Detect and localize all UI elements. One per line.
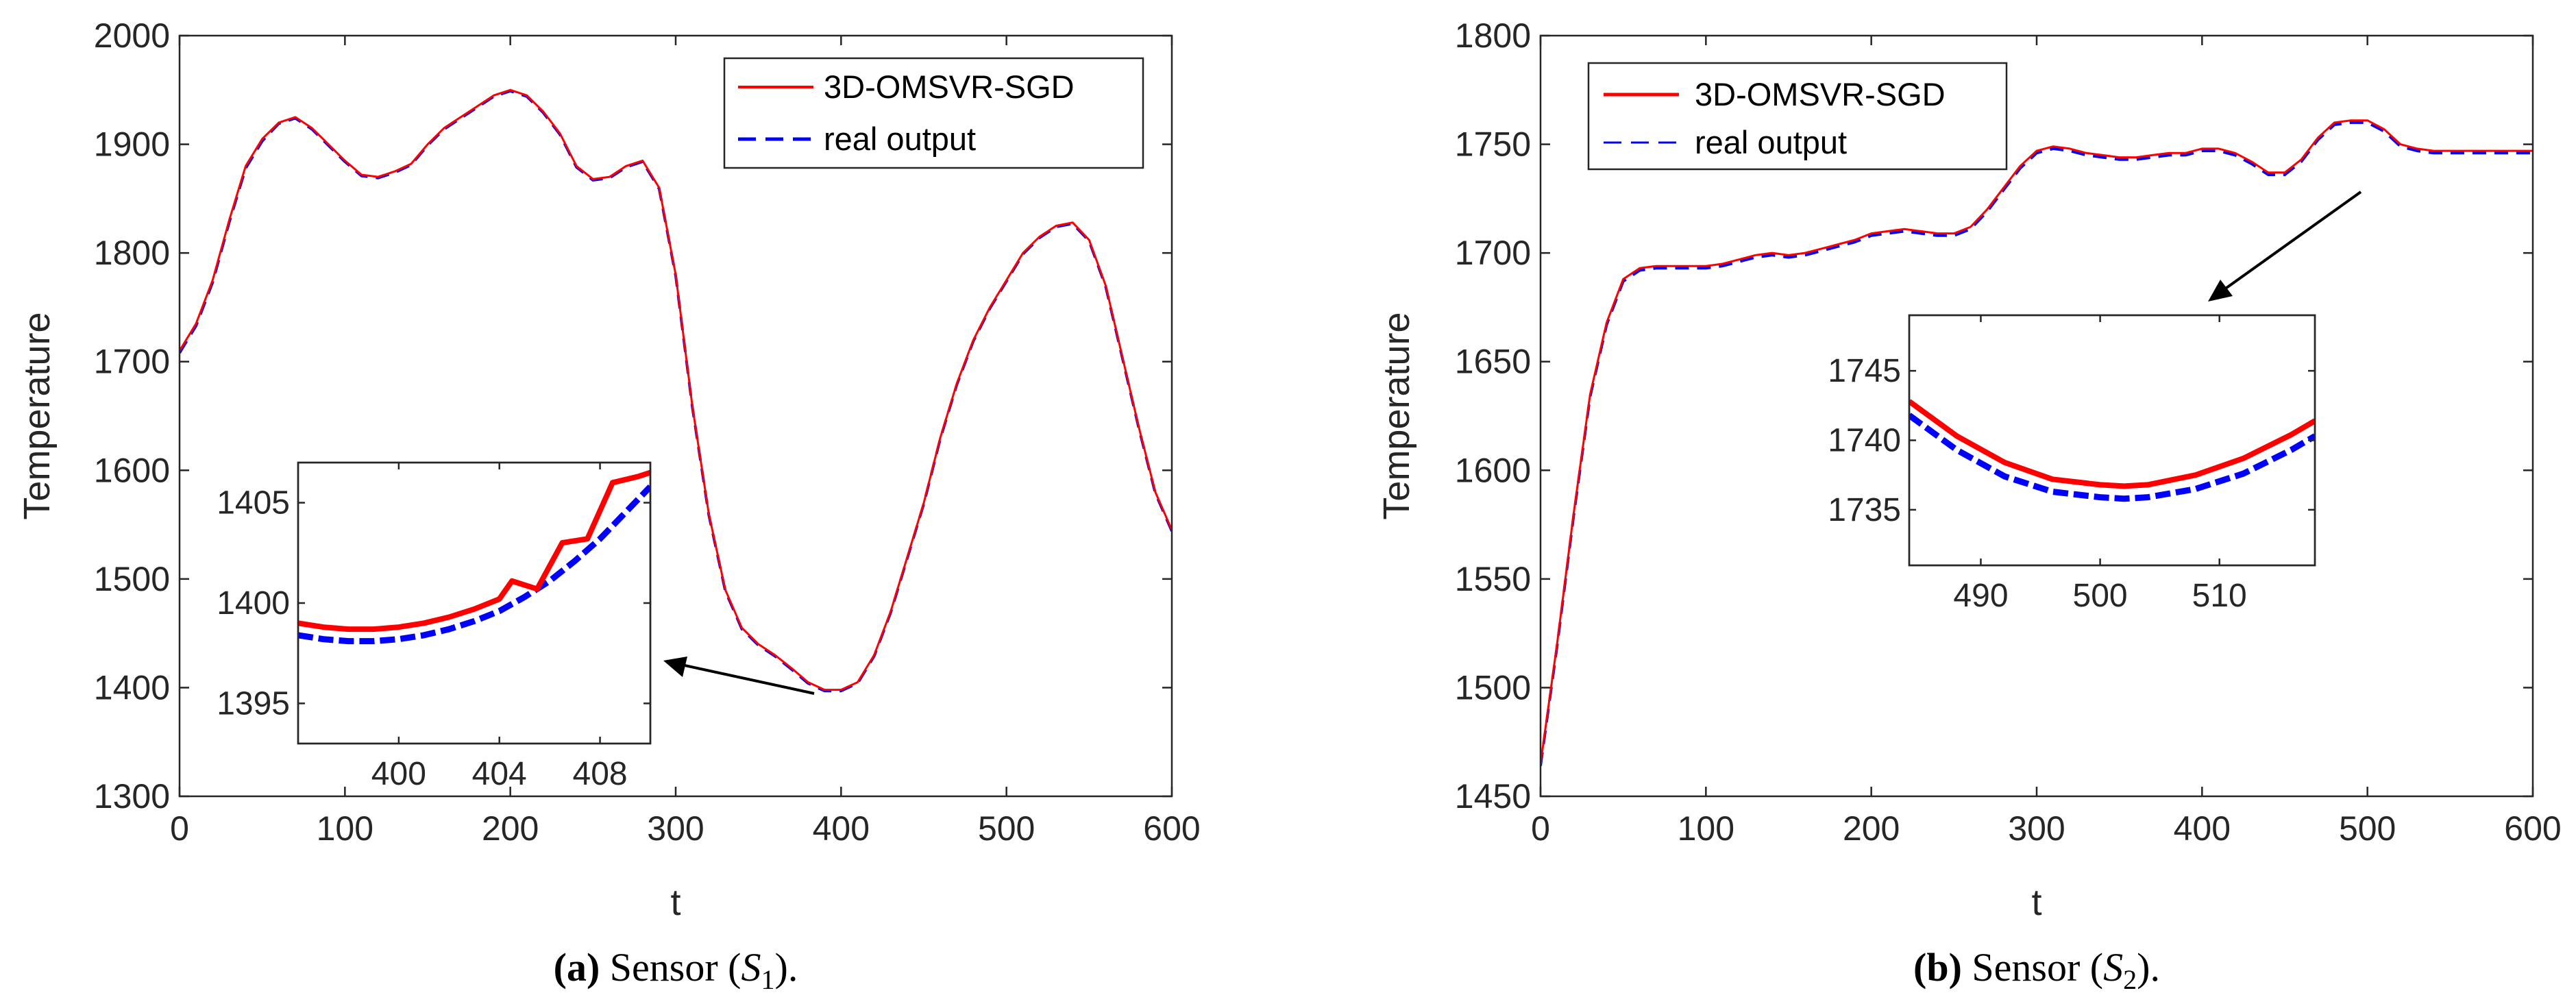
- panel-a-legend-label-real: real output: [824, 121, 976, 157]
- panel-b-ytick-label: 1500: [1455, 668, 1531, 707]
- panel-a-caption-letter: (a): [554, 945, 600, 990]
- panel-a-xtick-label: 600: [1143, 809, 1200, 848]
- panel-a-legend-box: [723, 57, 1144, 169]
- panel-b-inset-plot: [1909, 399, 2315, 502]
- panel-b-xtick-label: 400: [2174, 809, 2231, 848]
- panel-a-ticks: 0 100 200 300 400 500 600 1300 1400 1500 1600 1700 1…: [94, 16, 1201, 848]
- panel-b-inset-xtick-label: 500: [2073, 578, 2128, 614]
- panel-a-caption-symbol: S: [741, 945, 761, 990]
- panel-b-inset-xtick-label: 490: [1953, 578, 2008, 614]
- panel-b-caption-text: Sensor (: [1962, 945, 2103, 990]
- panel-a-ylabel: Temperature: [16, 312, 58, 519]
- panel-a-ytick-label: 1800: [94, 234, 170, 272]
- panel-a: 0 100 200 300 400 500 600130014001500160017001…: [16, 16, 1201, 995]
- panel-b-arrow-head: [2208, 280, 2233, 302]
- panel-a-caption-subscript: 1: [761, 964, 775, 995]
- panel-a-legend-label-model: 3D-OMSVR-SGD: [824, 69, 1075, 105]
- panel-a-caption: (a) Sensor (S1).: [554, 945, 798, 995]
- panel-b-xtick-label: 0: [1531, 809, 1550, 848]
- panel-b-series-model: [1541, 119, 2533, 764]
- panel-a-ytick-label: 1600: [94, 451, 170, 489]
- panel-b-xtick-label: 200: [1843, 809, 1900, 848]
- panel-b-inset-ytick-label: 1745: [1828, 353, 1901, 389]
- panel-b-caption-end: ).: [2137, 945, 2160, 990]
- panel-b-arrow-shaft: [2220, 191, 2362, 293]
- panel-b: 0 100 200 300 400 500 600 1450 1500 1550 1600 1650 1…: [1376, 16, 2562, 995]
- panel-b-inset-ytick-label: 1735: [1828, 492, 1901, 528]
- panel-a-inset-series-model: [298, 469, 650, 633]
- panel-b-ytick-label: 1650: [1455, 343, 1531, 381]
- panel-b-inset-series-model: [1909, 399, 2315, 489]
- panel-a-main-plot: [180, 88, 1172, 693]
- panel-b-main-plot: [1541, 119, 2533, 766]
- panel-a-inset-xtick-label: 404: [472, 756, 527, 792]
- panel-b-ticks: 0 100 200 300 400 500 600 1450 1500 1550 1600 1650 1…: [1455, 16, 2562, 848]
- panel-a-xtick-label: 200: [482, 809, 539, 848]
- panel-a-inset-ytick-label: 1400: [217, 585, 290, 622]
- panel-a-ytick-label: 1400: [94, 668, 170, 707]
- panel-a-ytick-label: 1500: [94, 560, 170, 598]
- panel-b-caption-letter: (b): [1913, 945, 1962, 990]
- panel-a-inset-xtick-label: 408: [573, 756, 628, 792]
- panel-a-inset-ytick-label: 1405: [217, 485, 290, 522]
- panel-b-series-real-output: [1541, 121, 2533, 766]
- panel-a-xtick-label: 0: [170, 809, 189, 848]
- panel-a-inset-ticks: 400 404 408 1395 1400 1405: [217, 463, 650, 792]
- panel-b-ytick-label: 1800: [1455, 16, 1531, 55]
- panel-b-caption-symbol: S: [2103, 945, 2123, 990]
- panel-a-xtick-label: 500: [978, 809, 1035, 848]
- panel-a-ytick-label: 1300: [94, 777, 170, 815]
- panel-b-xlabel: t: [2031, 882, 2041, 923]
- panel-a-arrow-head: [663, 657, 687, 677]
- panel-a-inset-ytick-label: 1395: [217, 685, 290, 722]
- panel-a-caption-end: ).: [775, 945, 798, 990]
- panel-b-inset-xtick-label: 510: [2192, 578, 2247, 614]
- panel-a-inset-series-real-output: [298, 484, 650, 645]
- panel-b-caption-subscript: 2: [2123, 964, 2137, 995]
- panel-a-xtick-label: 100: [317, 809, 373, 848]
- panel-a-xlabel: t: [670, 882, 680, 923]
- panel-b-inset-ytick-label: 1740: [1828, 423, 1901, 459]
- panel-b-xtick-label: 600: [2504, 809, 2561, 848]
- panel-b-legend-label-real: real output: [1695, 124, 1847, 160]
- panel-a-xtick-label: 300: [647, 809, 704, 848]
- panel-a-ytick-label: 1700: [94, 343, 170, 381]
- panel-b-inset-box: [1908, 314, 2316, 567]
- panel-a-xtick-label: 400: [813, 809, 870, 848]
- panel-a-inset-plot: [298, 469, 650, 645]
- panel-b-ytick-label: 1450: [1455, 777, 1531, 815]
- panel-a-inset-box: [297, 461, 652, 745]
- panel-a-arrow-shaft: [678, 663, 815, 695]
- panel-b-legend-box: [1587, 62, 2008, 171]
- panel-b-inset-series-real-output: [1909, 413, 2315, 502]
- panel-b-ylabel: Temperature: [1376, 312, 1417, 519]
- panel-a-inset-xtick-label: 400: [371, 756, 426, 792]
- panel-b-xtick-label: 300: [2008, 809, 2065, 848]
- panel-b-ytick-label: 1700: [1455, 234, 1531, 272]
- panel-b-caption: (b) Sensor (S2).: [1913, 945, 2160, 995]
- panel-b-ytick-label: 1600: [1455, 451, 1531, 489]
- panel-a-series-model: [180, 88, 1172, 691]
- panel-a-ytick-label: 1900: [94, 125, 170, 164]
- panel-b-legend-label-model: 3D-OMSVR-SGD: [1695, 76, 1946, 112]
- panel-b-ytick-label: 1550: [1455, 560, 1531, 598]
- panel-a-ytick-label: 2000: [94, 16, 170, 55]
- panel-b-inset-ticks: 490 500 510 1735 1740 1745: [1828, 315, 2315, 614]
- panel-b-xtick-label: 500: [2339, 809, 2396, 848]
- panel-b-xtick-label: 100: [1678, 809, 1734, 848]
- panel-b-ytick-label: 1750: [1455, 125, 1531, 164]
- panel-a-caption-text: Sensor (: [600, 945, 741, 990]
